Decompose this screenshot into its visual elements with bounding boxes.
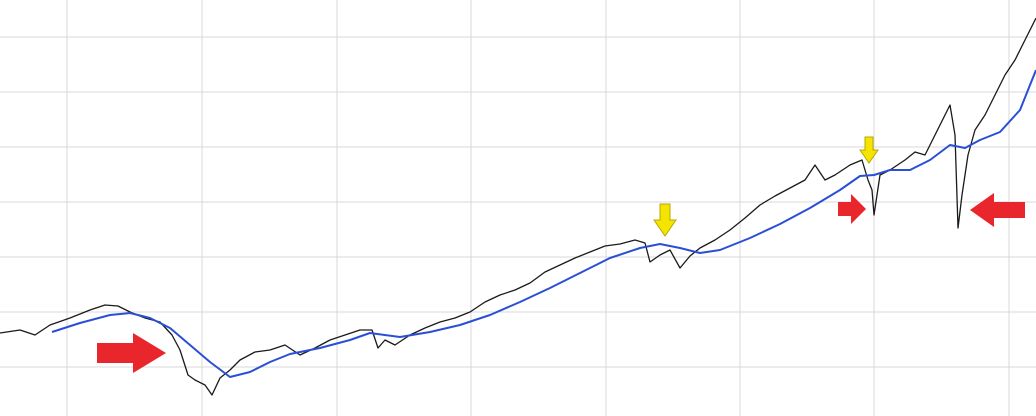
yellow-arrow-down (859, 136, 879, 164)
red-arrow-right (838, 194, 866, 224)
series-line (51, 69, 1036, 378)
red-arrow-left (970, 193, 1025, 227)
red-arrow-right (97, 333, 166, 373)
series-line (0, 17, 1036, 396)
plot-area (0, 17, 1036, 396)
yellow-arrow-down (653, 203, 677, 237)
annotations (97, 136, 1025, 373)
